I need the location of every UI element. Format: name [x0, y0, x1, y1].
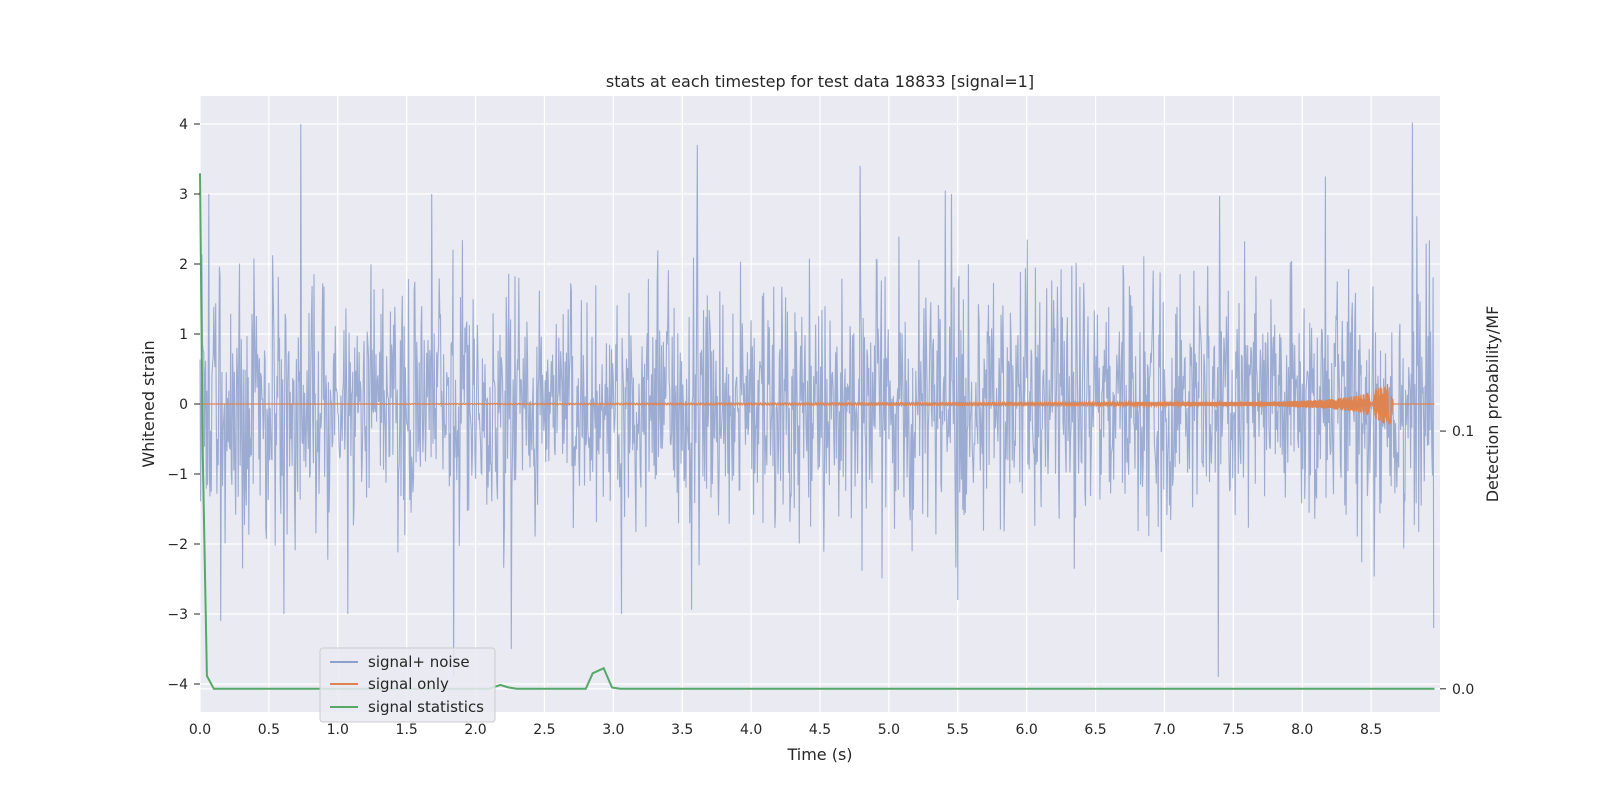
series-signal-statistics	[199, 173, 1435, 690]
series-signal-only	[200, 383, 1435, 425]
x-tick-label: 8.5	[1360, 722, 1382, 738]
x-tick-label: 1.5	[396, 722, 418, 738]
x-tick-label: 5.5	[947, 722, 969, 738]
axes: 0.0 0.5 1.0 1.5 2.0 2.5 3.0 3.5 4.0 4.5 5.0 5.5 6.0 6…	[167, 117, 1474, 738]
y-tick-label: 0	[179, 397, 188, 413]
x-tick-label: 0.5	[258, 722, 280, 738]
x-tick-label: 4.0	[740, 722, 762, 738]
x-axis-label: Time (s)	[786, 745, 852, 764]
y-tick-label: −3	[167, 607, 188, 623]
x-tick-label: 1.0	[327, 722, 349, 738]
y-axis-label: Whitened strain	[139, 340, 158, 467]
y-tick-label: 2	[179, 257, 188, 273]
y-tick-label: −4	[167, 677, 188, 693]
series-signal-noise	[199, 122, 1435, 678]
x-tick-label: 2.5	[533, 722, 555, 738]
x-tick-label: 8.0	[1291, 722, 1313, 738]
y-tick-label: −2	[167, 537, 188, 553]
x-tick-label: 0.0	[189, 722, 211, 738]
x-tick-label: 3.5	[671, 722, 693, 738]
x-tick-label: 5.0	[878, 722, 900, 738]
y2-axis-label: Detection probability/MF	[1483, 306, 1502, 503]
x-tick-label: 3.0	[602, 722, 624, 738]
legend: signal+ noise signal only signal statist…	[319, 647, 496, 723]
y-tick-label: 3	[179, 187, 188, 203]
x-tick-label: 4.5	[809, 722, 831, 738]
y-tick-label: 1	[179, 327, 188, 343]
series-layer	[199, 122, 1435, 690]
legend-label-signal-only: signal only	[368, 675, 449, 693]
legend-label-signal-statistics: signal statistics	[368, 698, 484, 716]
x-tick-label: 2.0	[464, 722, 486, 738]
x-tick-label: 6.0	[1016, 722, 1038, 738]
chart-title: stats at each timestep for test data 188…	[606, 72, 1034, 91]
y-tick-label: −1	[167, 467, 188, 483]
x-tick-label: 7.5	[1222, 722, 1244, 738]
x-tick-label: 6.5	[1084, 722, 1106, 738]
y2-tick-label: 0.1	[1452, 424, 1474, 440]
y-tick-label: 4	[179, 117, 188, 133]
x-tick-label: 7.0	[1153, 722, 1175, 738]
legend-label-signal-noise: signal+ noise	[368, 653, 470, 671]
legend-box	[319, 647, 496, 723]
y2-tick-label: 0.0	[1452, 682, 1474, 698]
